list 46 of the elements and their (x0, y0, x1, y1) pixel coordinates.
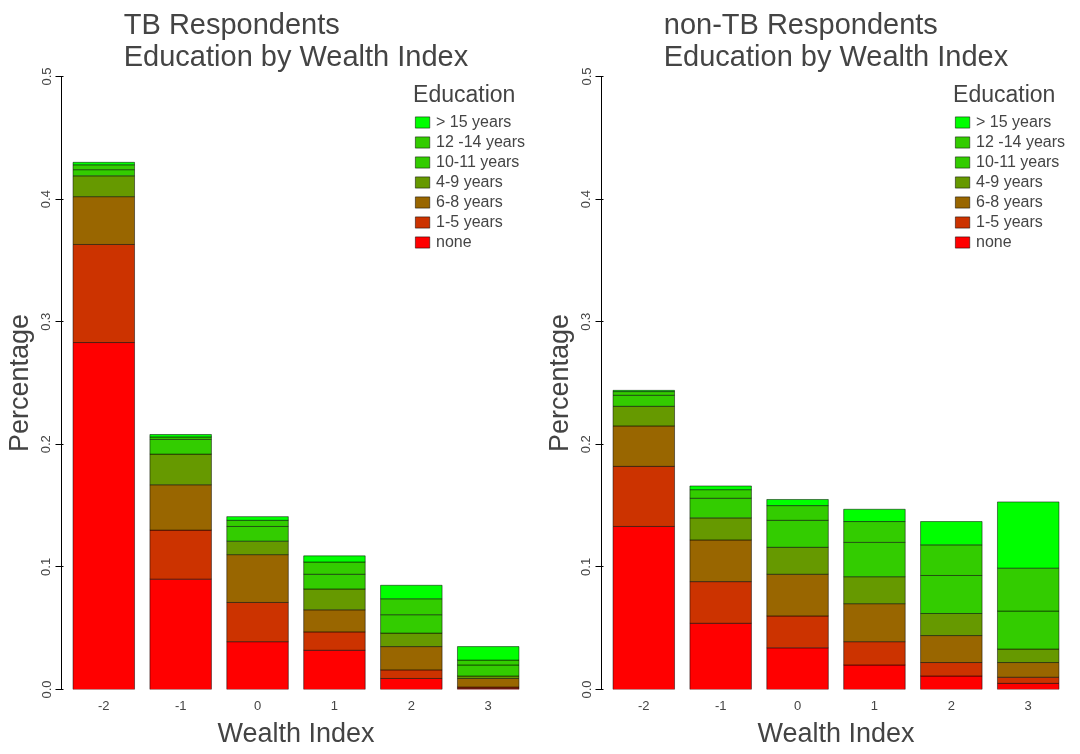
legend-label: 6-8 years (976, 193, 1043, 211)
y-tick-label: 0.3 (578, 312, 594, 331)
x-tick-label: -2 (638, 697, 650, 713)
y-tick-label: 0.1 (38, 557, 54, 576)
y-tick-label: 0.4 (578, 190, 594, 209)
y-tick-label: 0.5 (578, 67, 594, 86)
x-tick-label: 2 (947, 697, 955, 713)
x-tick-label: -2 (98, 697, 110, 713)
legend-label: > 15 years (976, 113, 1052, 131)
x-tick-label: 0 (253, 697, 262, 713)
x-tick-label: 1 (870, 697, 879, 713)
legend-label: 1-5 years (436, 213, 503, 231)
legend-label: none (436, 233, 472, 251)
legend-title: Education (413, 81, 517, 108)
y-axis-title: Percentage (3, 313, 34, 453)
x-tick-label: 1 (330, 697, 339, 713)
x-tick-label: -1 (174, 697, 187, 713)
y-tick-label: 0.0 (578, 680, 594, 699)
chart-title: non-TB Respondents Education by Wealth Index (663, 7, 1009, 72)
legend-label: > 15 years (436, 113, 512, 131)
y-tick-label: 0.1 (578, 557, 594, 576)
y-tick-label: 0.5 (38, 67, 54, 86)
x-axis-title: Wealth Index (757, 717, 916, 748)
x-tick-label: 2 (407, 697, 415, 713)
x-axis-title: Wealth Index (217, 717, 376, 748)
x-tick-label: 3 (1024, 697, 1032, 713)
y-tick-label: 0.0 (38, 680, 54, 699)
legend-label: 6-8 years (436, 193, 503, 211)
legend-label: 4-9 years (976, 173, 1043, 191)
legend-label: 12 -14 years (976, 133, 1065, 151)
legend-label: 12 -14 years (436, 133, 525, 151)
y-tick-label: 0.2 (38, 435, 54, 454)
y-tick-label: 0.3 (38, 312, 54, 331)
x-tick-label: -1 (714, 697, 727, 713)
legend-label: none (976, 233, 1012, 251)
y-axis-title: Percentage (543, 313, 574, 453)
legend-label: 4-9 years (436, 173, 503, 191)
legend-title: Education (953, 81, 1057, 108)
x-tick-label: 3 (484, 697, 492, 713)
y-tick-label: 0.4 (38, 190, 54, 209)
y-tick-label: 0.2 (578, 435, 594, 454)
legend-label: 10-11 years (976, 153, 1060, 171)
x-tick-label: 0 (793, 697, 802, 713)
chart-title: TB Respondents Education by Wealth Index (123, 7, 469, 72)
legend-label: 10-11 years (436, 153, 520, 171)
legend-label: 1-5 years (976, 213, 1043, 231)
